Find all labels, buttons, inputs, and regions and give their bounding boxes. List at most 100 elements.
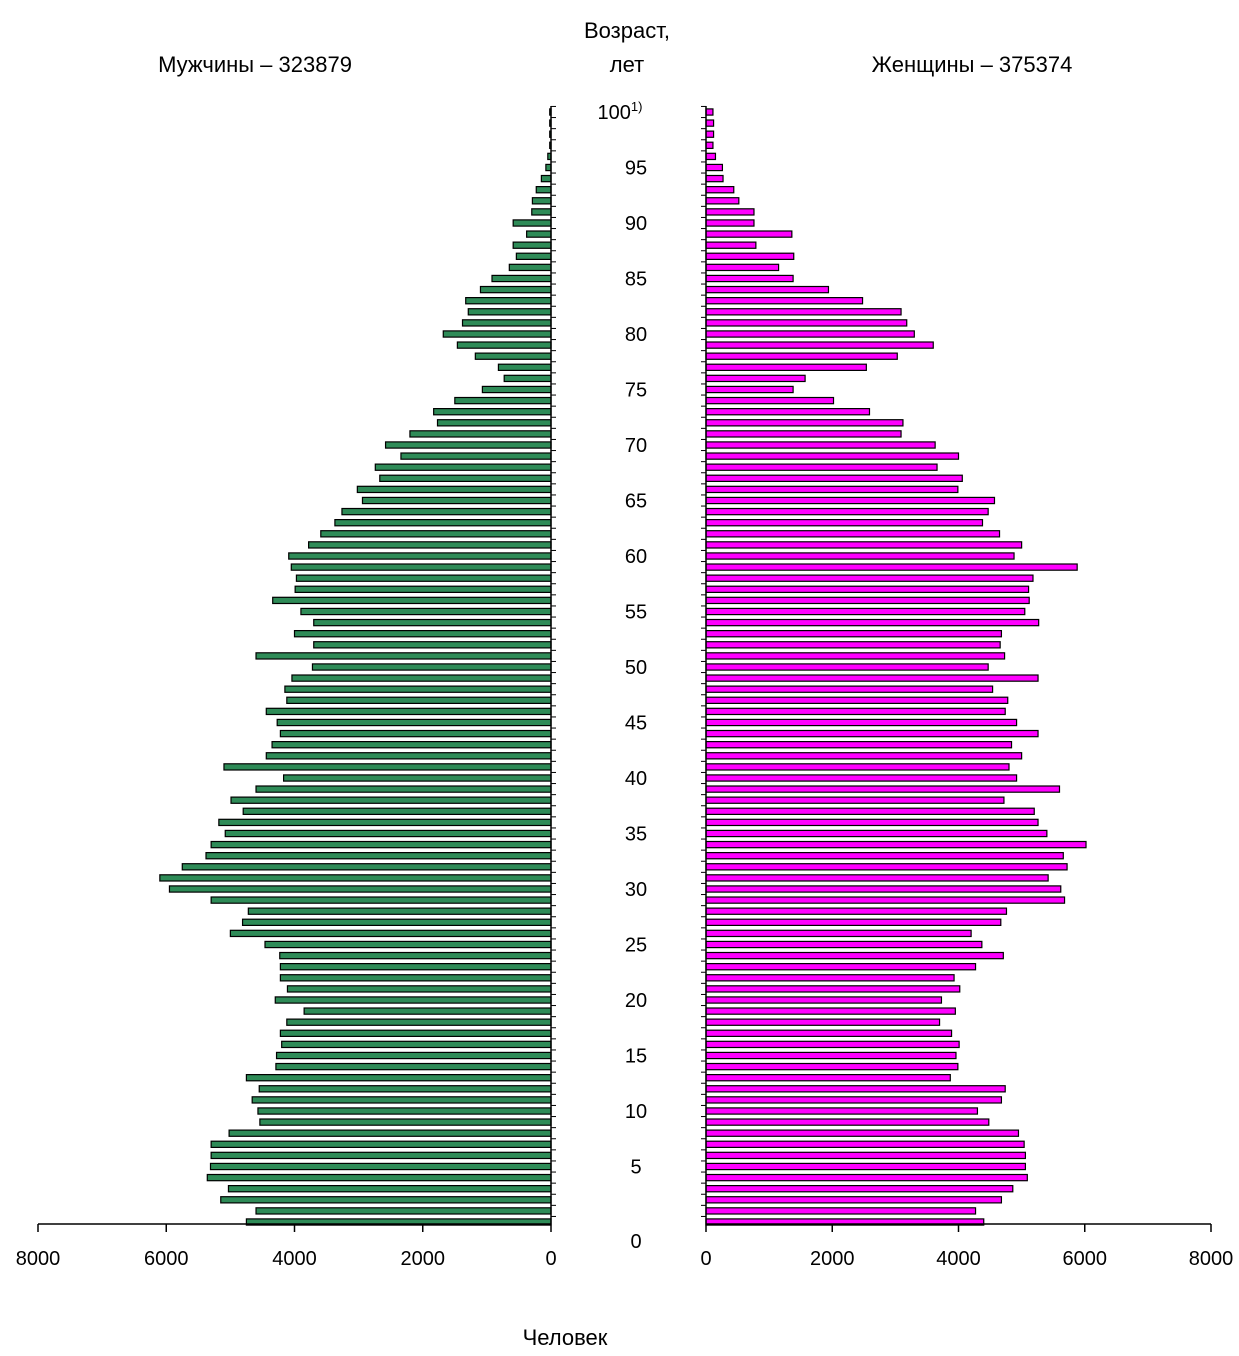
female-bar [705, 1051, 957, 1060]
age-tick-label: 90 [625, 213, 647, 235]
male-bar [436, 419, 552, 427]
male-bar [512, 241, 552, 249]
male-bar [218, 818, 552, 827]
male-bar [290, 563, 552, 571]
female-bar [705, 530, 1001, 538]
male-bar [481, 385, 552, 394]
age-tick-label: 10 [625, 1101, 647, 1123]
x-tick-labels: 0 0 2000 2000 4000 4000 6000 6000 8000 8000 [16, 1248, 1234, 1270]
female-bar [705, 885, 1062, 893]
female-bar [705, 652, 1006, 660]
female-x-tick-label: 4000 [936, 1248, 981, 1270]
male-bar [294, 585, 552, 594]
male-bar [334, 518, 552, 527]
female-bar [705, 818, 1039, 827]
male-bar [284, 685, 552, 693]
male-bar [279, 962, 552, 971]
female-bar [705, 308, 902, 316]
female-bar [705, 1040, 960, 1049]
female-bar [705, 1107, 979, 1115]
female-bar [705, 485, 959, 494]
male-bar [535, 186, 552, 194]
female-bar [705, 1018, 941, 1026]
male-bar [491, 274, 552, 283]
age-labels: 0 5 10 15 20 25 30 35 40 45 50 55 60 65 70 75 80 85 90 95 10… [598, 99, 648, 1253]
male-bar [228, 1129, 552, 1137]
male-bar [295, 574, 552, 582]
male-bar [242, 807, 552, 816]
male-bar [320, 530, 552, 538]
male-bar [384, 441, 552, 449]
female-bar [705, 352, 898, 360]
male-bar [247, 907, 552, 915]
female-bar [705, 130, 715, 138]
female-bar [705, 1129, 1020, 1137]
female-bar [705, 496, 996, 505]
male-bar [279, 1029, 552, 1037]
female-bar [705, 230, 793, 238]
male-bar [279, 951, 552, 960]
female-bar [705, 1140, 1025, 1148]
male-bar [531, 197, 552, 205]
female-x-tick-label: 2000 [810, 1248, 855, 1270]
female-bar [705, 319, 908, 327]
male-bar [279, 729, 552, 738]
male-bar [400, 452, 552, 460]
female-bar [705, 996, 943, 1004]
male-bars [159, 108, 552, 1226]
female-bar [705, 152, 717, 161]
male-bar [341, 507, 552, 516]
female-bar [705, 396, 835, 405]
female-bar [705, 829, 1048, 838]
male-bar [181, 863, 552, 871]
female-bar [705, 219, 755, 227]
female-bar [705, 585, 1030, 594]
female-bar [705, 108, 714, 116]
male-bar [274, 996, 552, 1004]
female-bar [705, 863, 1068, 871]
female-bar [705, 962, 977, 971]
male-x-tick-label: 0 [545, 1248, 556, 1270]
male-bar [241, 918, 552, 927]
age-tick-label: 70 [625, 435, 647, 457]
female-bar [705, 1085, 1006, 1093]
female-bar [705, 607, 1026, 616]
male-x-tick-label: 2000 [401, 1248, 446, 1270]
male-bar [409, 430, 552, 438]
male-bar [313, 641, 552, 649]
male-bar [465, 297, 552, 305]
female-bar [705, 974, 955, 982]
female-bar [705, 729, 1039, 738]
female-bar [705, 1196, 1003, 1204]
male-bar [379, 474, 552, 483]
male-series-title: Мужчины – 323879 [158, 52, 352, 77]
male-bar [291, 674, 552, 682]
male-bar [276, 718, 552, 727]
age-tick-label: 80 [625, 324, 647, 346]
female-x-tick-label: 8000 [1189, 1248, 1234, 1270]
female-bar [705, 951, 1004, 960]
female-bar [705, 330, 915, 338]
male-bar [275, 1062, 552, 1071]
male-bar [220, 1196, 552, 1204]
male-bar [479, 285, 552, 294]
female-bar [705, 629, 1003, 638]
male-bar [313, 618, 552, 627]
female-bar [705, 552, 1015, 560]
male-bar [311, 663, 552, 671]
male-bar [286, 985, 552, 993]
male-bar [264, 940, 552, 949]
age-tick-label: 55 [625, 602, 647, 624]
male-x-tick-label: 6000 [144, 1248, 189, 1270]
female-bar [705, 252, 795, 260]
female-bar [705, 1073, 951, 1082]
female-bar [705, 507, 989, 516]
female-bar [705, 807, 1035, 816]
age-tick-label: 40 [625, 768, 647, 790]
male-bar [288, 552, 552, 560]
age-tick-label: 20 [625, 990, 647, 1012]
center-axis-title-line-2: лет [610, 52, 644, 77]
male-bar [227, 1184, 552, 1193]
female-bar [705, 907, 1008, 915]
female-bar [705, 1162, 1027, 1171]
